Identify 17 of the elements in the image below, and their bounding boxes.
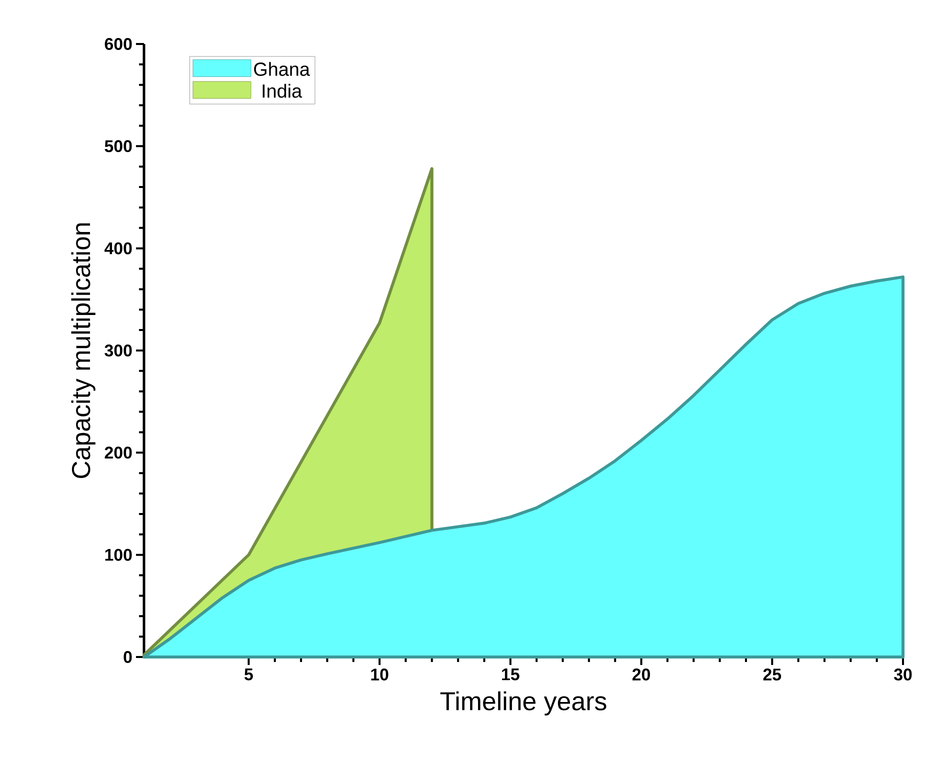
x-tick-label: 5 <box>244 668 253 680</box>
x-axis-title: Timeline years <box>440 691 606 716</box>
y-tick-label: 600 <box>104 38 132 50</box>
y-tick-label: 100 <box>105 548 132 561</box>
x-tick-label: 30 <box>894 668 912 681</box>
x-tick-label: 15 <box>502 668 520 680</box>
y-tick-label: 500 <box>104 140 132 152</box>
x-tick-label: 10 <box>371 668 388 681</box>
y-tick-label: 400 <box>104 242 132 254</box>
x-tick-label: 25 <box>763 668 782 681</box>
legend-label: India <box>262 84 302 98</box>
y-axis-title: Capacity multiplication <box>71 223 96 478</box>
x-tick-label: 20 <box>632 668 650 681</box>
y-tick-label: 0 <box>124 651 132 664</box>
legend-label: Ghana <box>254 62 310 76</box>
y-tick-label: 300 <box>104 344 132 357</box>
y-tick-label: 200 <box>104 446 132 459</box>
